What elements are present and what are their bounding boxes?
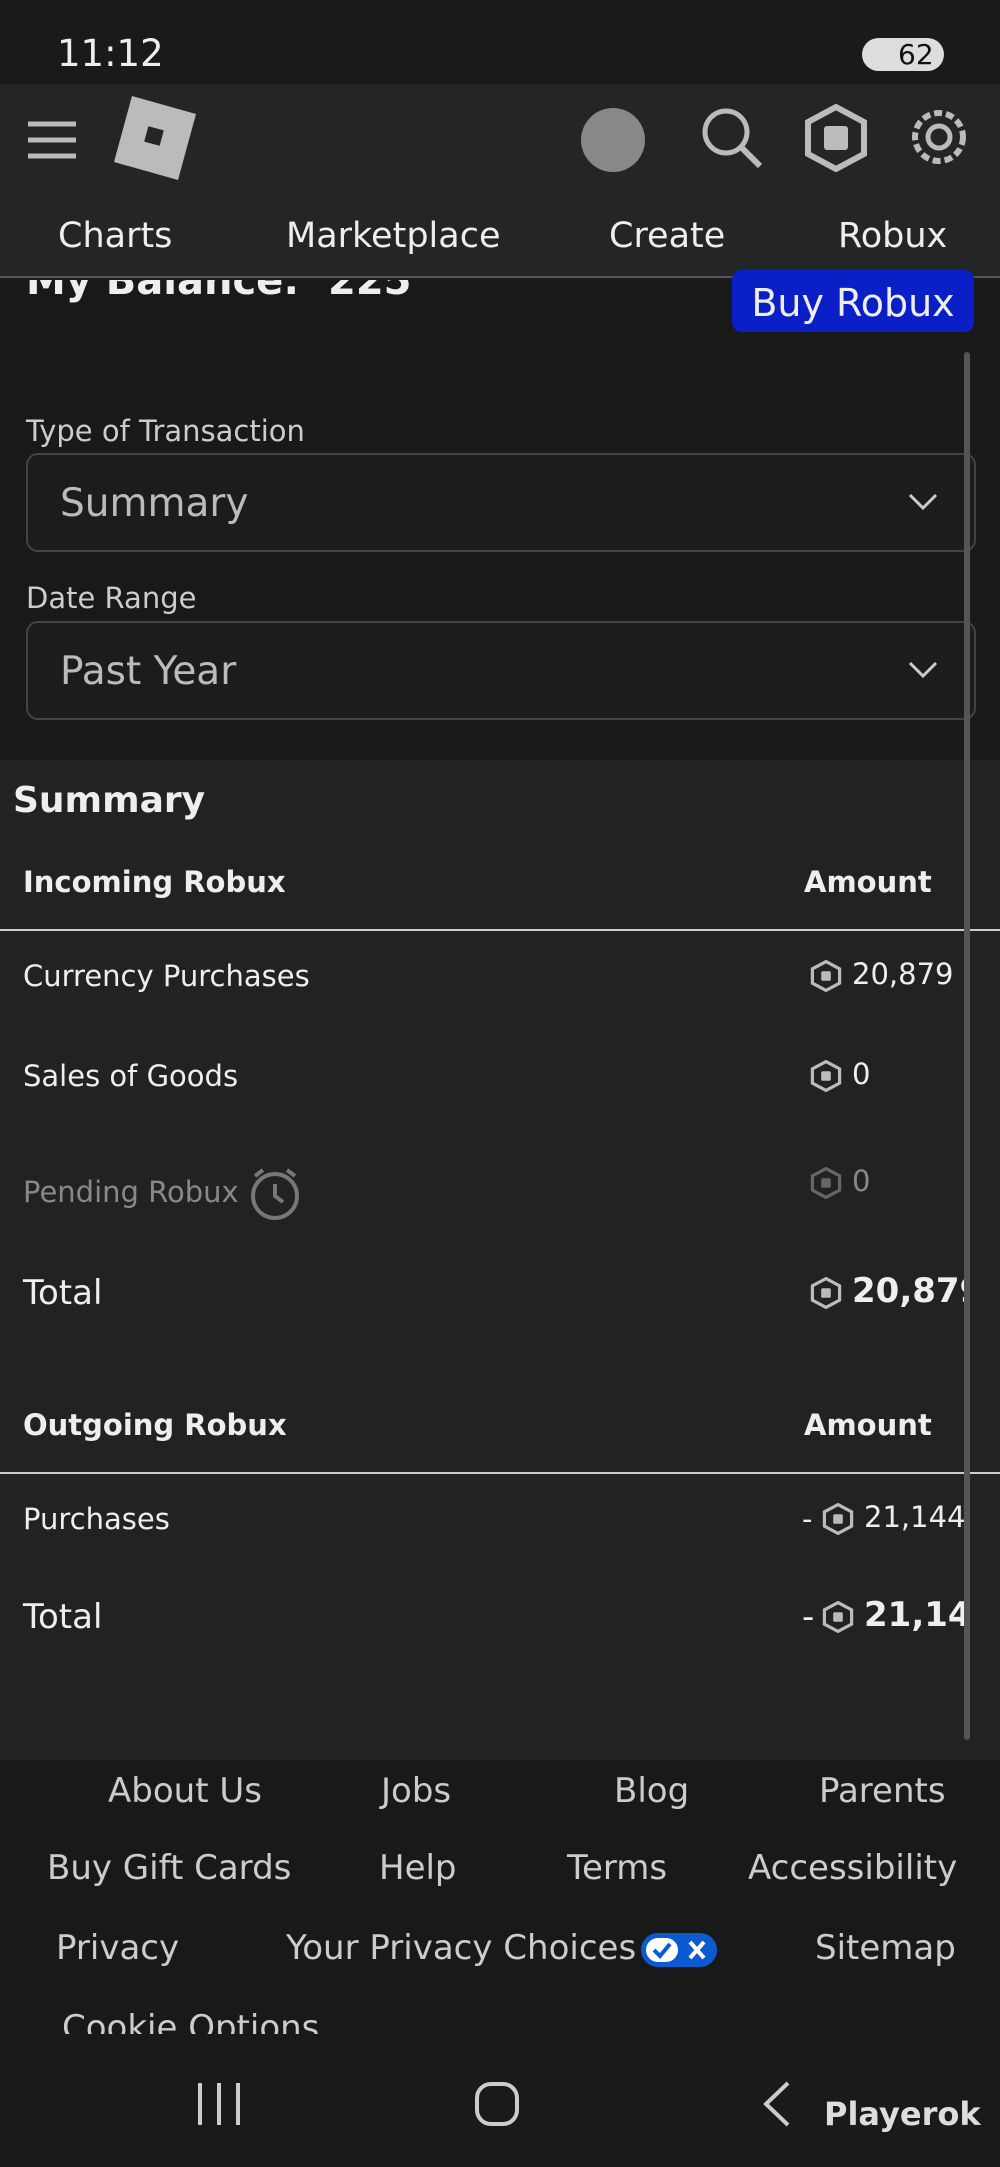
buy-robux-button[interactable]: Buy Robux [732, 270, 974, 332]
row-label: Purchases [23, 1502, 170, 1536]
filter-value: Past Year [60, 649, 237, 694]
total-label: Total [23, 1597, 103, 1637]
pending-icon [250, 1168, 299, 1220]
chevron [908, 661, 938, 679]
footer-link[interactable]: Privacy [56, 1928, 180, 1968]
sign: - [802, 1597, 815, 1637]
footer-link[interactable]: Buy Gift Cards [47, 1848, 292, 1888]
table-header: Amount [804, 865, 932, 899]
row-amount: 0 [810, 1057, 870, 1092]
robux-icon [810, 1276, 842, 1309]
table-header: Incoming Robux [23, 865, 286, 899]
filter-select[interactable]: Summary [26, 453, 976, 552]
watermark: Playerok [824, 2095, 981, 2133]
battery: 62 [862, 38, 944, 71]
summary-title: Summary [13, 780, 206, 821]
footer-link[interactable]: Accessibility [748, 1848, 958, 1888]
balance-amount: 225 [328, 258, 412, 304]
chevron [908, 493, 938, 511]
menu-icon[interactable] [28, 120, 76, 160]
robux-icon[interactable] [804, 104, 868, 172]
divider [0, 929, 1000, 931]
tab[interactable]: Marketplace [286, 216, 501, 256]
robux-icon [810, 960, 842, 992]
row-amount: 20,879 [810, 957, 953, 992]
footer-link[interactable]: Jobs [381, 1771, 452, 1811]
filter-label: Type of Transaction [26, 414, 305, 448]
filter-select[interactable]: Past Year [26, 621, 976, 720]
row-amount: 0 [810, 1164, 870, 1199]
back-button[interactable] [762, 2081, 792, 2127]
row-label: Sales of Goods [23, 1059, 239, 1093]
table-header: Outgoing Robux [23, 1408, 287, 1442]
settings-icon[interactable] [906, 104, 972, 170]
footer-link[interactable]: Blog [614, 1771, 690, 1811]
scrollbar [964, 352, 970, 1740]
divider [0, 1472, 1000, 1474]
row-label: Currency Purchases [23, 959, 310, 993]
status-bar: 11:12 62 [0, 0, 1000, 84]
privacy-toggle [641, 1932, 718, 1967]
sign: - [802, 1502, 813, 1536]
filter-label: Date Range [26, 581, 197, 615]
footer-link[interactable]: Help [379, 1848, 457, 1888]
tab[interactable]: Create [609, 216, 726, 256]
footer-link[interactable]: Cookie Options [62, 2008, 320, 2048]
search-icon[interactable] [700, 106, 764, 170]
home-button[interactable] [474, 2081, 520, 2127]
robux-icon [822, 1600, 854, 1633]
summary-panel: Summary Incoming Robux Amount Currency Pur… [0, 760, 1000, 1760]
robux-icon [810, 1167, 842, 1199]
time: 11:12 [57, 32, 164, 75]
footer-link[interactable]: Your Privacy Choices [286, 1928, 718, 1968]
footer-link[interactable]: Sitemap [815, 1928, 956, 1968]
table-header: Amount [804, 1408, 932, 1442]
total-amount: 21,144 [822, 1595, 967, 1635]
row-label: Pending Robux [23, 1166, 303, 1222]
recents-button[interactable] [196, 2083, 242, 2125]
system-nav: Playerok [0, 2041, 1000, 2167]
filter-value: Summary [60, 481, 249, 526]
footer-link[interactable]: Parents [819, 1771, 946, 1811]
footer-link[interactable]: About Us [108, 1771, 262, 1811]
total-amount: 20,879 [810, 1271, 965, 1311]
footer-link[interactable]: Terms [567, 1848, 668, 1888]
header: Charts Marketplace Create Robux [0, 84, 1000, 278]
tab[interactable]: Robux [838, 216, 948, 256]
robux-icon [810, 1060, 842, 1092]
logo[interactable] [112, 96, 196, 180]
tab[interactable]: Charts [58, 216, 173, 256]
row-amount: 21,144 [822, 1500, 965, 1535]
avatar[interactable] [578, 98, 648, 178]
balance-label: My Balance: [26, 258, 300, 304]
total-label: Total [23, 1273, 103, 1313]
robux-icon [822, 1503, 854, 1535]
